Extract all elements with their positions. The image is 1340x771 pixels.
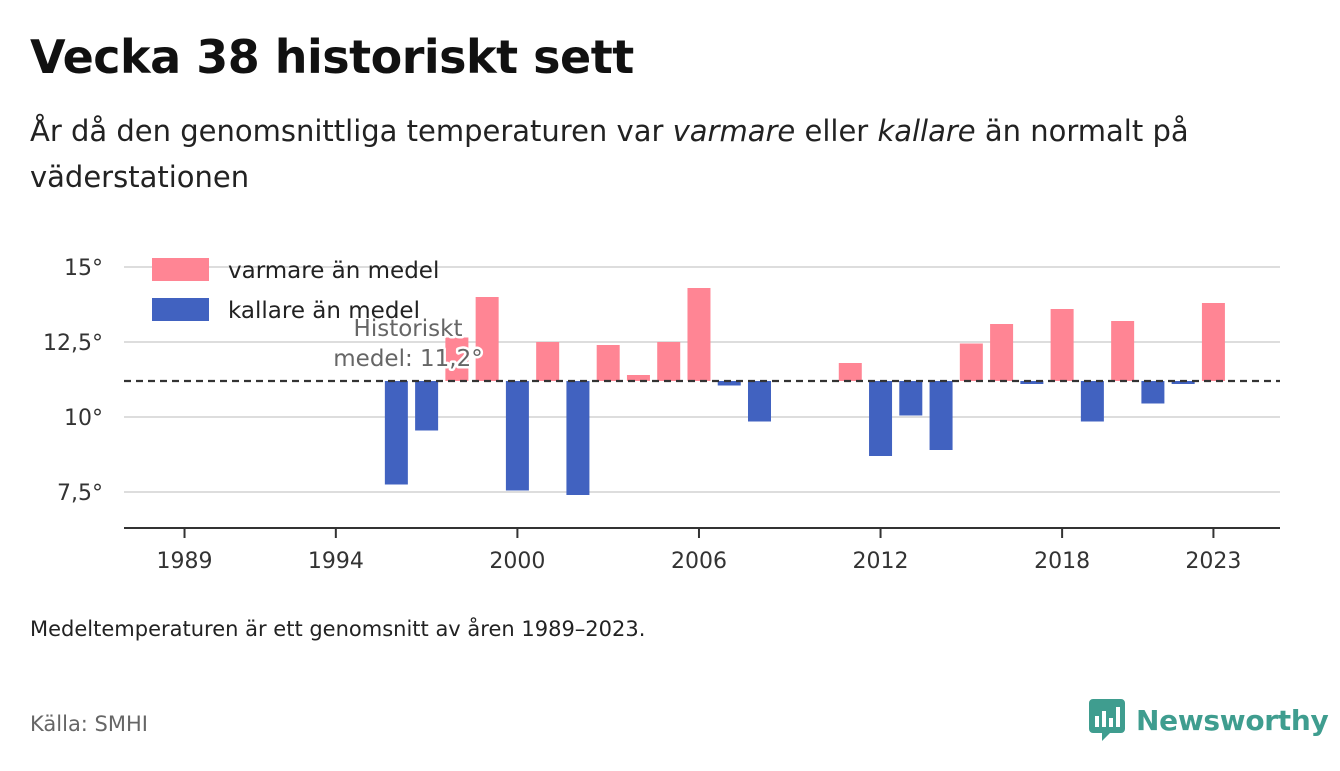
- bar-cold: [1020, 381, 1044, 384]
- y-tick-label: 12,5°: [43, 331, 103, 356]
- subtitle-cold-word: kallare: [877, 114, 976, 148]
- subtitle-warm-word: varmare: [672, 114, 796, 148]
- subtitle-text-middle: eller: [795, 114, 878, 148]
- bar-cold: [1171, 381, 1195, 384]
- x-tick-label: 1994: [308, 549, 364, 574]
- bar-warm: [475, 297, 499, 381]
- bar-cold: [747, 381, 771, 422]
- bar-cold: [415, 381, 439, 431]
- bar-warm: [445, 337, 469, 381]
- bar-warm: [1050, 309, 1074, 381]
- x-tick-label: 2018: [1034, 549, 1090, 574]
- bar-warm: [1201, 303, 1225, 381]
- legend-label: kallare än medel: [228, 298, 420, 324]
- bar-cold: [1080, 381, 1104, 422]
- chart-title: Vecka 38 historiskt sett: [30, 30, 634, 84]
- bar-warm: [990, 324, 1014, 381]
- x-tick-label: 2000: [489, 549, 545, 574]
- source-label: Källa: SMHI: [30, 712, 148, 736]
- x-tick-label: 1989: [157, 549, 213, 574]
- x-tick-label: 2012: [853, 549, 909, 574]
- y-tick-label: 15°: [64, 256, 103, 281]
- bar-warm: [626, 375, 650, 381]
- x-tick-label: 2006: [671, 549, 727, 574]
- subtitle-text-end: än normalt på väderstationen: [30, 114, 1189, 194]
- bar-cold: [929, 381, 953, 450]
- newsworthy-logo-icon: [1089, 699, 1125, 741]
- chart-subtitle: År då den genomsnittliga temperaturen va…: [30, 108, 1260, 200]
- y-tick-label: 7,5°: [57, 481, 103, 506]
- bar-cold: [869, 381, 893, 456]
- bar-warm: [838, 363, 862, 381]
- legend-swatch: [152, 258, 209, 281]
- legend-label: varmare än medel: [228, 258, 439, 284]
- bar-cold: [1141, 381, 1165, 404]
- brand-logo: Newsworthy: [1088, 698, 1329, 742]
- bar-cold: [717, 381, 741, 386]
- bar-warm: [687, 288, 711, 381]
- bar-warm: [657, 342, 681, 381]
- y-tick-label: 10°: [64, 406, 103, 431]
- temperature-bar-chart: 7,5° 10° 12,5° 15° 1989 1994 2000 2006 2012 2018 2…: [43, 256, 1280, 574]
- bar-warm: [596, 345, 620, 381]
- baseline-annotation-line2: medel: 11,2°: [333, 346, 482, 372]
- subtitle-text-start: År då den genomsnittliga temperaturen va…: [30, 114, 673, 148]
- brand-name: Newsworthy: [1136, 703, 1329, 737]
- bar-warm: [536, 342, 560, 381]
- chart-note: Medeltemperaturen är ett genomsnitt av å…: [30, 617, 646, 641]
- bar-warm: [1111, 321, 1135, 381]
- bar-cold: [899, 381, 923, 416]
- bar-cold: [505, 381, 529, 491]
- baseline-annotation-line1: Historiskt: [354, 316, 463, 342]
- x-tick-label: 2023: [1185, 549, 1241, 574]
- bar-warm: [959, 343, 983, 381]
- bar-cold: [384, 381, 408, 485]
- bar-cold: [566, 381, 590, 495]
- legend-swatch: [152, 298, 209, 321]
